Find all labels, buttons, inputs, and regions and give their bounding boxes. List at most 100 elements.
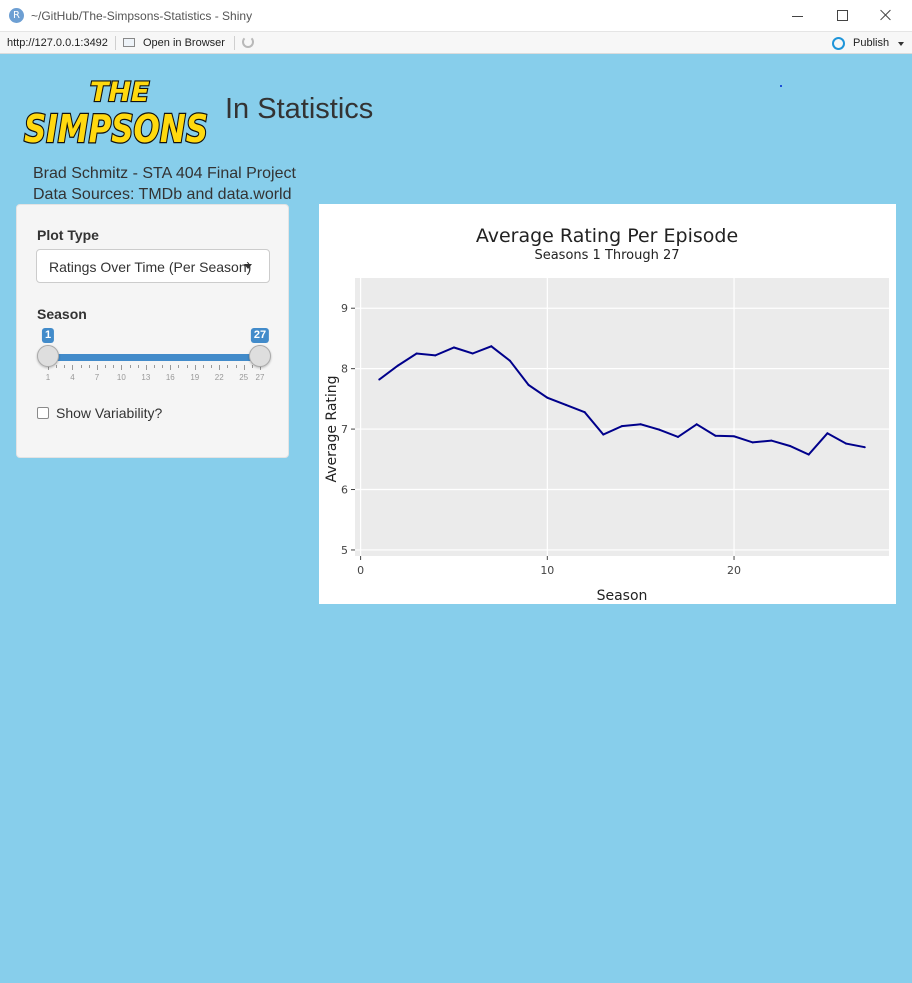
slider-tick	[202, 365, 204, 368]
data-point	[527, 383, 530, 386]
slider-tick	[186, 365, 188, 368]
viewer-toolbar: http://127.0.0.1:3492 Open in Browser Pu…	[0, 32, 912, 54]
slider-tick	[194, 365, 196, 370]
credit-author: Brad Schmitz - STA 404 Final Project	[33, 165, 296, 182]
slider-tick	[80, 365, 82, 368]
logo-text-bottom: SIMPSONS	[24, 107, 208, 151]
data-point	[378, 378, 381, 381]
x-tick-label: 10	[540, 564, 554, 577]
season-range-slider[interactable]: 1 4 7 10 13 16 19 22 25 27 1 27	[37, 325, 271, 385]
data-point	[658, 428, 661, 431]
slider-tick	[64, 365, 66, 368]
data-point	[714, 434, 717, 437]
y-tick-label: 8	[341, 363, 348, 376]
slider-tick	[162, 365, 164, 368]
data-point	[602, 433, 605, 436]
credit-sources: Data Sources: TMDb and data.world	[33, 186, 292, 203]
slider-tick	[48, 365, 49, 370]
y-tick-label: 6	[341, 484, 348, 497]
data-point	[751, 441, 754, 444]
plot-type-value: Ratings Over Time (Per Season)	[49, 259, 252, 275]
slider-ticks: 1 4 7 10 13 16 19 22 25 27	[37, 325, 269, 385]
chart-title: Average Rating Per Episode	[476, 225, 738, 247]
slider-from-badge: 1	[41, 328, 55, 343]
y-tick-label: 9	[341, 302, 348, 315]
slider-tick-label: 7	[94, 373, 100, 382]
slider-tick	[235, 365, 237, 368]
y-tick-label: 5	[341, 544, 348, 557]
slider-from-handle[interactable]	[37, 345, 59, 367]
window-titlebar: R ~/GitHub/The-Simpsons-Statistics - Shi…	[0, 0, 912, 32]
sidebar-panel: Plot Type Ratings Over Time (Per Season)…	[16, 204, 289, 458]
slider-tick-label: 19	[190, 373, 200, 382]
slider-to-handle[interactable]	[249, 345, 271, 367]
data-point	[789, 445, 792, 448]
credits: Brad Schmitz - STA 404 Final Project Dat…	[33, 163, 296, 205]
slider-tick	[121, 365, 123, 370]
refresh-icon[interactable]	[242, 36, 254, 48]
axis-ticks: 5 6 7 8 9 0 10 20	[341, 302, 741, 577]
slider-tick-label: 16	[165, 373, 175, 382]
slider-tick	[113, 365, 115, 368]
slider-tick	[243, 365, 245, 370]
plot-type-select[interactable]: Ratings Over Time (Per Season)	[36, 249, 270, 283]
data-point	[770, 439, 773, 442]
data-point	[695, 423, 698, 426]
data-point	[490, 345, 493, 348]
slider-tick	[129, 365, 131, 368]
close-button[interactable]	[866, 4, 906, 28]
data-point	[396, 364, 399, 367]
x-axis-label: Season	[597, 588, 648, 604]
logo-text-top: THE	[90, 77, 150, 108]
data-point	[583, 411, 586, 414]
slider-tick	[219, 365, 221, 370]
slider-tick	[211, 365, 213, 368]
slider-selected-range[interactable]	[48, 354, 260, 361]
data-point	[434, 354, 437, 357]
data-point	[564, 403, 567, 406]
publish-icon	[832, 37, 845, 50]
plot-panel-background	[355, 278, 889, 556]
slider-tick-label: 27	[255, 373, 265, 382]
maximize-button[interactable]	[822, 4, 862, 28]
season-label: Season	[37, 306, 87, 322]
chevron-down-icon[interactable]	[898, 42, 904, 46]
slider-tick	[72, 365, 74, 370]
slider-tick-label: 13	[141, 373, 151, 382]
slider-tick	[251, 365, 253, 368]
plot-type-label: Plot Type	[37, 227, 99, 243]
data-point	[546, 396, 549, 399]
slider-tick	[88, 365, 90, 368]
data-point	[415, 352, 418, 355]
slider-tick	[137, 365, 139, 368]
slider-tick-label: 10	[116, 373, 126, 382]
slider-tick	[154, 365, 155, 368]
chevron-down-icon	[244, 264, 252, 269]
slider-tick-label: 22	[214, 373, 224, 382]
x-tick-label: 20	[727, 564, 741, 577]
slider-tick	[170, 365, 172, 370]
simpsons-logo: THE SIMPSONS	[23, 76, 210, 152]
variability-label[interactable]: Show Variability?	[56, 405, 163, 421]
toolbar-divider	[234, 36, 235, 50]
data-point	[863, 446, 866, 449]
chart-subtitle: Seasons 1 Through 27	[534, 248, 679, 263]
slider-tick-label: 1	[45, 373, 51, 382]
decorative-dot	[780, 85, 782, 87]
slider-tick	[227, 365, 229, 368]
data-point	[826, 432, 829, 435]
variability-checkbox[interactable]	[37, 407, 49, 419]
plot-output: Average Rating Per Episode Seasons 1 Thr…	[319, 204, 896, 604]
data-point	[845, 442, 848, 445]
data-point	[639, 423, 642, 426]
r-app-icon: R	[9, 8, 24, 23]
data-point	[471, 352, 474, 355]
minimize-button[interactable]	[778, 4, 818, 28]
data-point	[677, 435, 680, 438]
slider-tick	[96, 365, 98, 370]
publish-label: Publish	[853, 37, 890, 49]
url-display: http://127.0.0.1:3492	[7, 37, 108, 49]
slider-tick	[260, 365, 261, 370]
gridlines	[355, 278, 889, 556]
page-title: In Statistics	[225, 93, 374, 125]
